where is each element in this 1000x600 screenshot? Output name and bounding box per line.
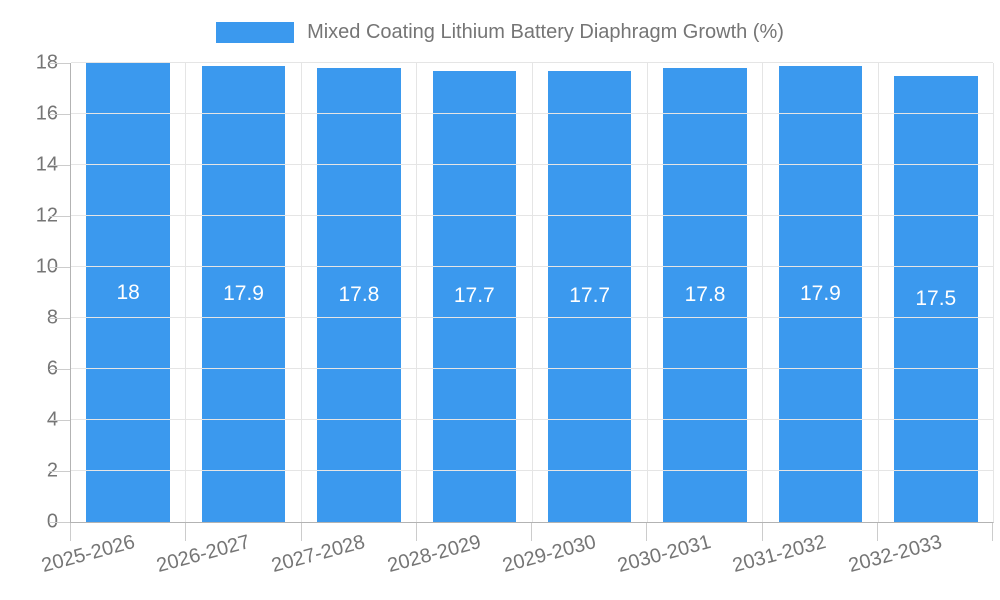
- bar-value-label: 17.5: [915, 286, 957, 310]
- y-axis-tick-label: 0: [0, 511, 58, 534]
- x-axis-tick-mark: [876, 523, 878, 541]
- y-axis-tick-mark: [49, 318, 70, 319]
- x-axis-label-2032-2033: 2032-2033: [845, 531, 945, 578]
- y-axis-tick-label: 8: [0, 307, 58, 330]
- bar-2029-2030[interactable]: 17.7: [547, 70, 632, 522]
- x-axis-tick-mark: [70, 523, 71, 541]
- x-axis-tick-mark: [992, 523, 993, 541]
- category-column: 17.5: [879, 63, 993, 522]
- y-axis-tick-mark: [49, 267, 70, 268]
- y-axis-tick-label: 10: [35, 255, 58, 278]
- y-axis-tick-mark: [49, 420, 70, 421]
- y-axis-tick-label: 12: [35, 204, 58, 227]
- y-axis-tick-label: 14: [35, 153, 58, 176]
- category-column: 17.8: [302, 63, 418, 522]
- y-axis-tick-mark: [49, 165, 70, 166]
- bar-2025-2026[interactable]: 18: [86, 63, 170, 522]
- bar-2032-2033[interactable]: 17.5: [894, 75, 978, 522]
- y-axis-tick-mark: [49, 216, 70, 217]
- gridline-horizontal: [71, 368, 993, 370]
- gridline-horizontal: [71, 62, 993, 63]
- x-axis-tick-mark: [761, 523, 763, 541]
- y-axis-tick-label: 18: [35, 51, 58, 74]
- category-column: 17.7: [417, 63, 533, 522]
- gridline-horizontal: [71, 470, 993, 471]
- x-axis-label-2026-2027: 2026-2027: [154, 531, 253, 578]
- x-axis-label-2028-2029: 2028-2029: [384, 531, 484, 578]
- gridline-horizontal: [71, 266, 993, 267]
- category-column: 18: [71, 63, 187, 522]
- bar-value-label: 17.9: [799, 281, 841, 305]
- x-axis-label-2025-2026: 2025-2026: [39, 531, 138, 578]
- y-axis-tick-label: 4: [0, 409, 58, 432]
- x-axis-label-2030-2031: 2030-2031: [615, 531, 714, 578]
- x-axis-tick-mark: [185, 523, 187, 541]
- category-column: 17.9: [186, 63, 302, 522]
- x-axis-label-2027-2028: 2027-2028: [269, 531, 368, 578]
- x-axis-tick-mark: [415, 523, 417, 541]
- gridline-horizontal: [71, 113, 993, 114]
- category-column: 17.7: [533, 63, 648, 522]
- x-axis-label-2029-2030: 2029-2030: [500, 531, 599, 578]
- bar-value-label: 18: [116, 280, 140, 304]
- bar-2027-2028[interactable]: 17.8: [317, 68, 401, 522]
- x-axis-tick-mark: [646, 523, 648, 541]
- legend[interactable]: Mixed Coating Lithium Battery Diaphragm …: [0, 17, 1000, 47]
- y-axis-tick-label: 6: [0, 358, 58, 381]
- y-axis-tick-label: 2: [0, 460, 58, 483]
- x-axis-label-2031-2032: 2031-2032: [730, 531, 829, 578]
- bar-value-label: 17.9: [223, 281, 264, 305]
- y-axis-tick-mark: [49, 522, 70, 523]
- y-axis-tick-mark: [49, 114, 70, 115]
- gridline-horizontal: [71, 164, 993, 165]
- gridline-horizontal: [71, 317, 993, 318]
- gridline-horizontal: [71, 215, 993, 217]
- legend-swatch-icon: [216, 21, 295, 43]
- category-column: 17.8: [648, 63, 764, 522]
- y-axis-tick-mark: [49, 63, 70, 64]
- bar-value-label: 17.8: [684, 283, 726, 307]
- legend-label: Mixed Coating Lithium Battery Diaphragm …: [307, 20, 784, 43]
- gridline-horizontal: [71, 419, 993, 420]
- bar-value-label: 17.7: [453, 284, 495, 308]
- bar-2028-2029[interactable]: 17.7: [432, 70, 517, 522]
- y-axis-tick-mark: [49, 369, 70, 370]
- bar-2031-2032[interactable]: 17.9: [778, 65, 863, 522]
- bar-series: 18 17.9 17.8 17.7 17.7 17.8 17.9 17.5: [71, 63, 993, 522]
- bar-value-label: 17.7: [569, 284, 611, 308]
- bar-value-label: 17.8: [338, 283, 380, 307]
- category-column: 17.9: [763, 63, 879, 522]
- bar-2026-2027[interactable]: 17.9: [201, 65, 286, 522]
- plot-area: 18 17.9 17.8 17.7 17.7 17.8 17.9 17.5: [70, 62, 994, 523]
- bar-2030-2031[interactable]: 17.8: [663, 68, 747, 522]
- y-axis-tick-mark: [49, 471, 70, 472]
- x-axis-tick-mark: [531, 523, 532, 541]
- y-axis-tick-label: 16: [35, 102, 58, 125]
- x-axis-tick-mark: [300, 523, 302, 541]
